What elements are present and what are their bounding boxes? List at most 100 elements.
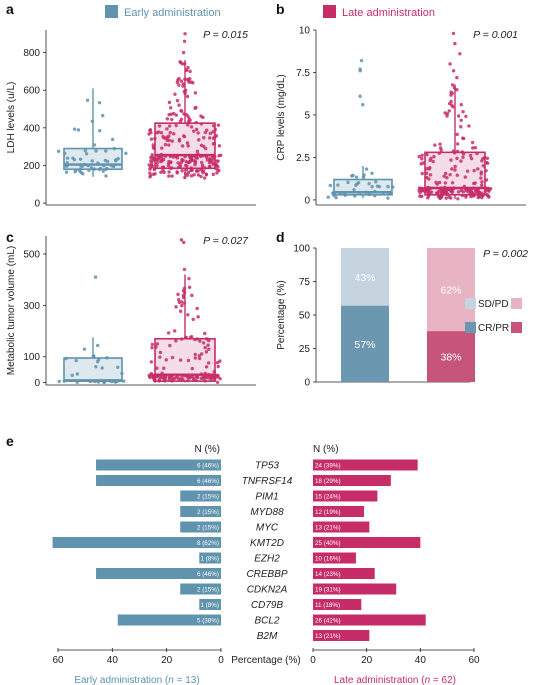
data-point [180, 157, 184, 162]
data-point [170, 373, 175, 378]
data-point [169, 106, 173, 110]
data-point [338, 192, 343, 196]
data-point [450, 91, 454, 95]
segment-label: 43% [354, 272, 375, 284]
data-point [450, 103, 454, 107]
x-axis-label-early: Early administration (n = 13) [74, 675, 199, 685]
data-point [72, 127, 77, 131]
data-point [178, 60, 182, 64]
data-point [107, 379, 112, 383]
data-point [464, 189, 469, 193]
data-point [186, 114, 190, 118]
data-point [175, 98, 180, 103]
data-point [455, 149, 460, 154]
data-point [163, 375, 168, 379]
data-point [120, 371, 124, 376]
data-point [437, 194, 442, 198]
data-point [191, 317, 195, 322]
data-point [80, 164, 84, 169]
data-point [167, 375, 171, 380]
data-point [167, 170, 171, 174]
bar-label-early: 6 (46%) [197, 478, 219, 485]
data-point [181, 82, 186, 86]
data-point [83, 149, 88, 153]
data-point [90, 159, 94, 163]
legend-label-late: Late administration [342, 7, 435, 19]
bar-label-late: 12 (19%) [315, 509, 341, 516]
data-point [166, 163, 171, 168]
data-point [471, 146, 475, 150]
data-point [79, 170, 83, 175]
data-point [150, 345, 154, 350]
y-axis-label: LDH levels (u/L) [6, 82, 17, 154]
legend-swatch-early [105, 5, 118, 18]
data-point [452, 86, 457, 90]
data-point [150, 342, 155, 347]
data-point [336, 183, 340, 187]
panel-letter-e: e [6, 433, 14, 449]
y-axis-label: CRP levels (mg/dL) [276, 74, 287, 161]
data-point [186, 144, 190, 148]
data-point [187, 276, 191, 281]
y-tick-label: 7.5 [296, 68, 310, 79]
data-point [354, 175, 359, 179]
data-point [464, 195, 468, 199]
data-point [175, 156, 180, 160]
data-point [179, 300, 184, 304]
data-point [181, 293, 185, 298]
data-point [459, 118, 463, 122]
data-point [211, 172, 215, 177]
data-point [461, 152, 466, 156]
data-point [147, 163, 151, 167]
y-tick-label: 2.5 [296, 153, 310, 164]
bar-late [313, 630, 370, 641]
data-point [196, 315, 200, 319]
gene-label: PIM1 [255, 492, 278, 503]
bar-label-early: 8 (62%) [197, 540, 219, 547]
data-point [424, 171, 429, 176]
data-point [152, 146, 156, 150]
bar-early [180, 583, 221, 595]
bar-label-late: 11 (18%) [315, 602, 340, 609]
data-point [419, 162, 423, 166]
data-point [179, 238, 184, 242]
data-point [190, 293, 194, 298]
data-point [455, 88, 459, 92]
data-point [439, 148, 443, 152]
data-point [176, 292, 180, 297]
data-point [201, 341, 206, 345]
panel-c: 0 100 300 500 Metabolic tumor volume (mL) P =… [6, 235, 256, 389]
data-point [203, 371, 207, 376]
data-point [212, 142, 216, 146]
data-point [62, 379, 66, 383]
data-point [439, 186, 443, 190]
data-point [199, 352, 204, 356]
bar-label-early: 2 (15%) [197, 509, 219, 516]
data-point [91, 354, 95, 359]
data-point [175, 374, 180, 378]
data-point [208, 159, 212, 163]
bar-late [313, 521, 370, 533]
data-point [485, 192, 489, 197]
data-point [94, 364, 98, 369]
bar-late [313, 599, 362, 610]
data-point [204, 350, 209, 354]
data-point [183, 336, 188, 340]
data-point [175, 80, 179, 85]
data-point [444, 188, 449, 193]
x-tick-label-left: 60 [52, 655, 64, 666]
data-point [443, 185, 447, 189]
y-tick-label: 400 [23, 123, 40, 134]
gene-label: B2M [257, 631, 278, 642]
data-point [214, 134, 219, 138]
data-point [199, 114, 203, 118]
data-point [155, 164, 159, 168]
x-tick-label-left: 20 [161, 655, 173, 666]
data-point [391, 185, 395, 189]
data-point [90, 119, 95, 123]
bar-label-late: 26 (42%) [315, 618, 341, 625]
data-point [162, 366, 166, 370]
data-point [203, 146, 208, 151]
data-point [102, 163, 106, 168]
